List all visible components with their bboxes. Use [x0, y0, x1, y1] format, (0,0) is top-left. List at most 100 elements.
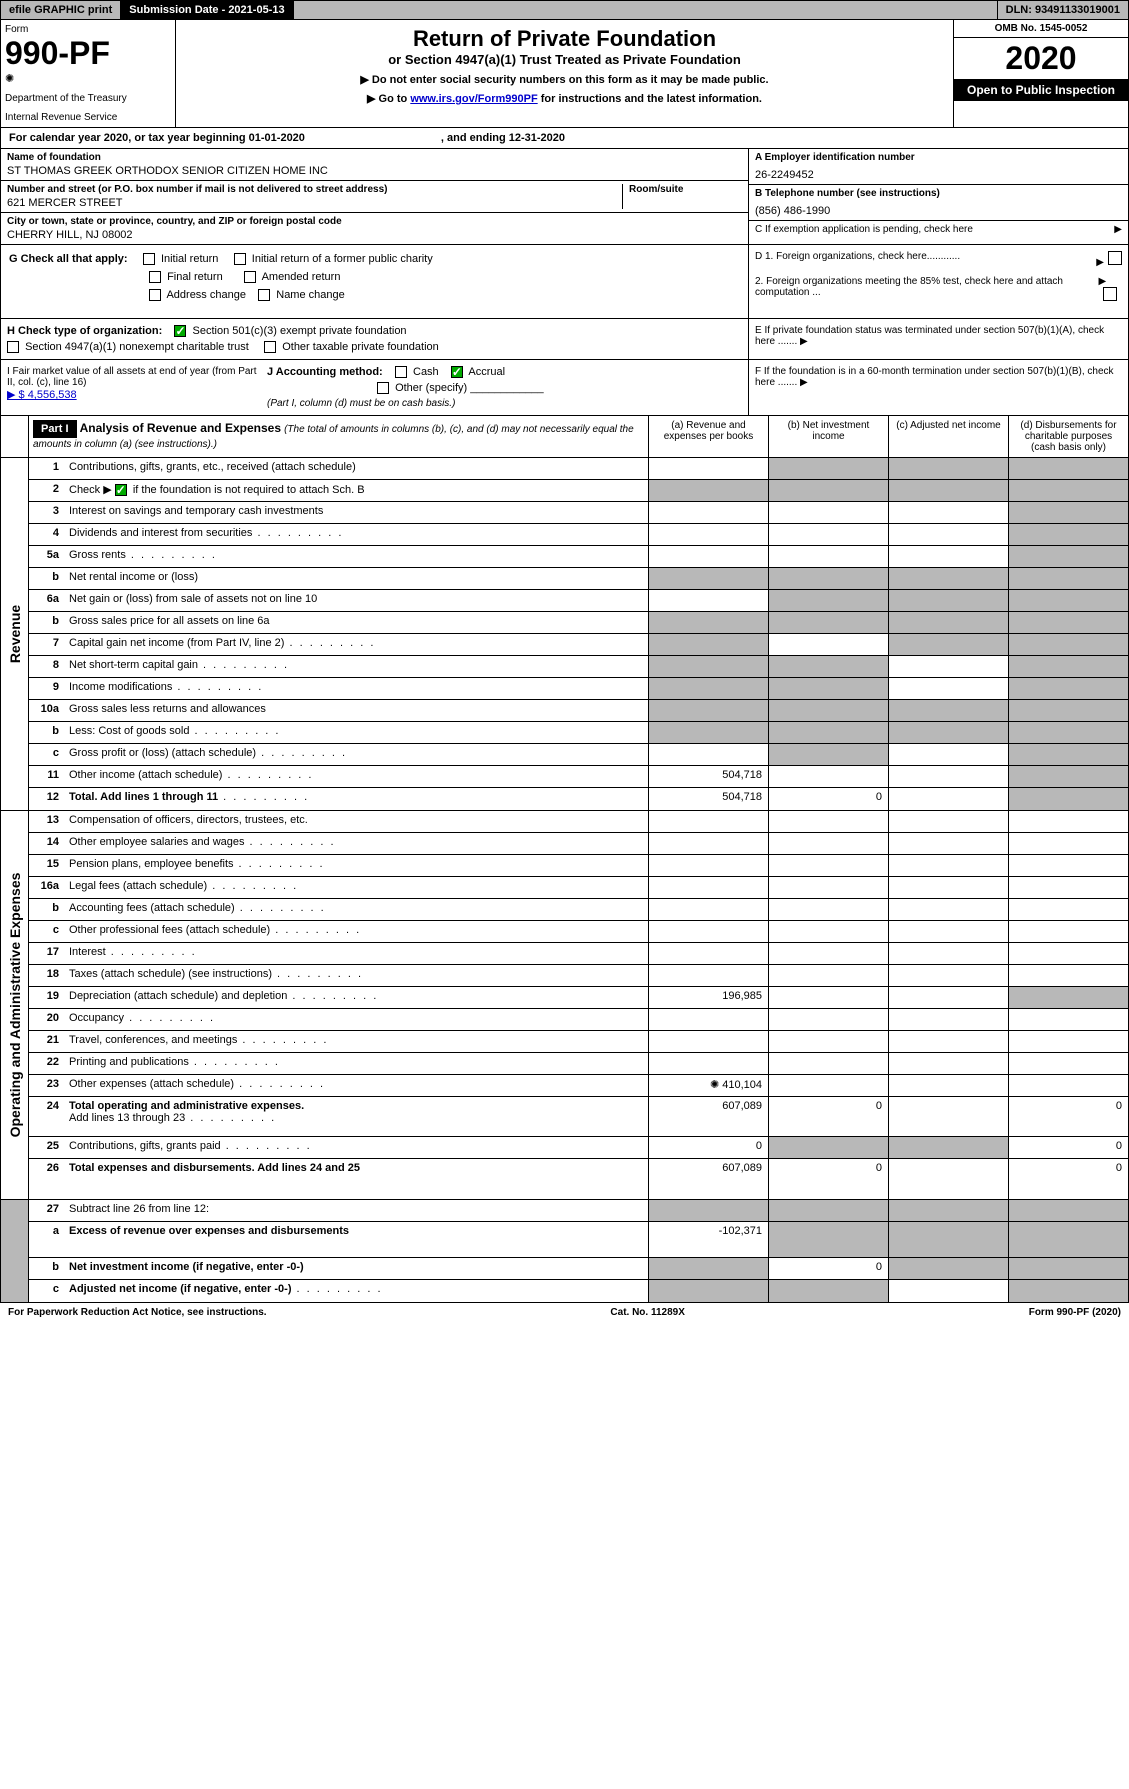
cash-cb[interactable] — [395, 366, 407, 378]
dln: DLN: 93491133019001 — [998, 1, 1128, 19]
checks-right: D 1. Foreign organizations, check here..… — [748, 245, 1128, 318]
l27a-desc: Excess of revenue over expenses and disb… — [65, 1222, 648, 1257]
line-27b: bNet investment income (if negative, ent… — [29, 1258, 1128, 1280]
l8-desc: Net short-term capital gain — [65, 656, 648, 677]
irs-link[interactable]: www.irs.gov/Form990PF — [410, 93, 537, 105]
fmv-link[interactable]: ▶ $ 4,556,538 — [7, 389, 77, 401]
name-change-cb[interactable] — [258, 289, 270, 301]
l6b-desc: Gross sales price for all assets on line… — [65, 612, 648, 633]
ij-row: I Fair market value of all assets at end… — [0, 360, 1129, 416]
accrual-cb[interactable] — [451, 366, 463, 378]
other-tax-label: Other taxable private foundation — [282, 341, 439, 353]
ein-value: 26-2249452 — [755, 169, 1122, 181]
form-label: Form — [5, 24, 171, 35]
l2-desc: Check ▶ if the foundation is not require… — [65, 480, 648, 501]
phone-cell: B Telephone number (see instructions) (8… — [749, 185, 1128, 221]
line-27c: cAdjusted net income (if negative, enter… — [29, 1280, 1128, 1302]
revenue-text: Revenue — [7, 605, 23, 663]
l6a-desc: Net gain or (loss) from sale of assets n… — [65, 590, 648, 611]
h-line2: Section 4947(a)(1) nonexempt charitable … — [7, 341, 742, 353]
line-20: 20Occupancy — [29, 1009, 1128, 1031]
line-27: 27Subtract line 26 from line 12: — [29, 1200, 1128, 1222]
revenue-section: Revenue 1Contributions, gifts, grants, e… — [0, 458, 1129, 811]
l10b-desc: Less: Cost of goods sold — [65, 722, 648, 743]
initial-former-cb[interactable] — [234, 253, 246, 265]
name-label: Name of foundation — [7, 152, 742, 163]
e-right: E If private foundation status was termi… — [748, 319, 1128, 359]
col-c-head: (c) Adjusted net income — [888, 416, 1008, 457]
city-state-zip: CHERRY HILL, NJ 08002 — [7, 229, 742, 241]
f-arrow: ▶ — [800, 377, 808, 388]
line-24: 24Total operating and administrative exp… — [29, 1097, 1128, 1137]
line-7: 7Capital gain net income (from Part IV, … — [29, 634, 1128, 656]
l27a-text: Excess of revenue over expenses and disb… — [69, 1225, 349, 1237]
line27-section: 27Subtract line 26 from line 12: aExcess… — [0, 1200, 1129, 1303]
l23-a: ✺ 410,104 — [648, 1075, 768, 1096]
open-public: Open to Public Inspection — [954, 79, 1128, 101]
submission-date: Submission Date - 2021-05-13 — [121, 1, 293, 19]
j-other: Other (specify) ____________ — [267, 382, 742, 394]
l25-d: 0 — [1008, 1137, 1128, 1158]
line-26: 26Total expenses and disbursements. Add … — [29, 1159, 1128, 1199]
l27-side — [1, 1200, 29, 1302]
addr-change-cb[interactable] — [149, 289, 161, 301]
l23-desc: Other expenses (attach schedule) — [65, 1075, 648, 1096]
s4947-cb[interactable] — [7, 341, 19, 353]
footer-left: For Paperwork Reduction Act Notice, see … — [8, 1307, 267, 1318]
name-change: Name change — [276, 289, 345, 301]
l27a-a: -102,371 — [648, 1222, 768, 1257]
line-6a: 6aNet gain or (loss) from sale of assets… — [29, 590, 1128, 612]
line-5b: bNet rental income or (loss) — [29, 568, 1128, 590]
topbar-blank — [294, 1, 998, 19]
l26-desc: Total expenses and disbursements. Add li… — [65, 1159, 648, 1199]
f-item: F If the foundation is in a 60-month ter… — [755, 366, 1122, 388]
expenses-text: Operating and Administrative Expenses — [7, 873, 23, 1138]
city-label: City or town, state or province, country… — [7, 216, 742, 227]
cal-year-begin: For calendar year 2020, or tax year begi… — [1, 128, 313, 148]
l12-a: 504,718 — [648, 788, 768, 810]
l21-desc: Travel, conferences, and meetings — [65, 1031, 648, 1052]
line-12: 12Total. Add lines 1 through 11504,7180 — [29, 788, 1128, 810]
g-row: G Check all that apply: Initial return I… — [9, 253, 740, 265]
j-note: (Part I, column (d) must be on cash basi… — [267, 398, 742, 409]
amended-return-cb[interactable] — [244, 271, 256, 283]
ein-cell: A Employer identification number 26-2249… — [749, 149, 1128, 185]
l16c-desc: Other professional fees (attach schedule… — [65, 921, 648, 942]
d1-label: D 1. Foreign organizations, check here..… — [755, 251, 960, 262]
other-tax-cb[interactable] — [264, 341, 276, 353]
form-header: Form 990-PF ✺ Department of the Treasury… — [0, 20, 1129, 128]
l2-text: if the foundation is not required to att… — [133, 484, 365, 496]
l12-desc: Total. Add lines 1 through 11 — [65, 788, 648, 810]
phone-label: B Telephone number (see instructions) — [755, 188, 1122, 199]
other-cb[interactable] — [377, 382, 389, 394]
street-address: 621 MERCER STREET — [7, 197, 622, 209]
l24-a: 607,089 — [648, 1097, 768, 1136]
d2-checkbox[interactable] — [1103, 287, 1117, 301]
info-right: A Employer identification number 26-2249… — [748, 149, 1128, 244]
amended-return: Amended return — [262, 271, 341, 283]
f-right: F If the foundation is in a 60-month ter… — [748, 360, 1128, 415]
h-label: H Check type of organization: — [7, 325, 162, 337]
s501-cb[interactable] — [174, 325, 186, 337]
line-8: 8Net short-term capital gain — [29, 656, 1128, 678]
l26-b: 0 — [768, 1159, 888, 1199]
l12-b: 0 — [768, 788, 888, 810]
line-2: 2Check ▶ if the foundation is not requir… — [29, 480, 1128, 502]
page-footer: For Paperwork Reduction Act Notice, see … — [0, 1303, 1129, 1322]
initial-return-cb[interactable] — [143, 253, 155, 265]
efile-label[interactable]: efile GRAPHIC print — [1, 1, 121, 19]
final-return-cb[interactable] — [149, 271, 161, 283]
h-left: H Check type of organization: Section 50… — [1, 319, 748, 359]
line-3: 3Interest on savings and temporary cash … — [29, 502, 1128, 524]
i-block: I Fair market value of all assets at end… — [7, 366, 267, 409]
l24-desc: Total operating and administrative expen… — [65, 1097, 648, 1136]
f-label: F If the foundation is in a 60-month ter… — [755, 366, 1114, 388]
col-d-head: (d) Disbursements for charitable purpose… — [1008, 416, 1128, 457]
l14-desc: Other employee salaries and wages — [65, 833, 648, 854]
l10c-desc: Gross profit or (loss) (attach schedule) — [65, 744, 648, 765]
d1-checkbox[interactable] — [1108, 251, 1122, 265]
schb-cb[interactable] — [115, 484, 127, 496]
l4-desc: Dividends and interest from securities — [65, 524, 648, 545]
l1-desc: Contributions, gifts, grants, etc., rece… — [65, 458, 648, 479]
l27-desc: Subtract line 26 from line 12: — [65, 1200, 648, 1221]
